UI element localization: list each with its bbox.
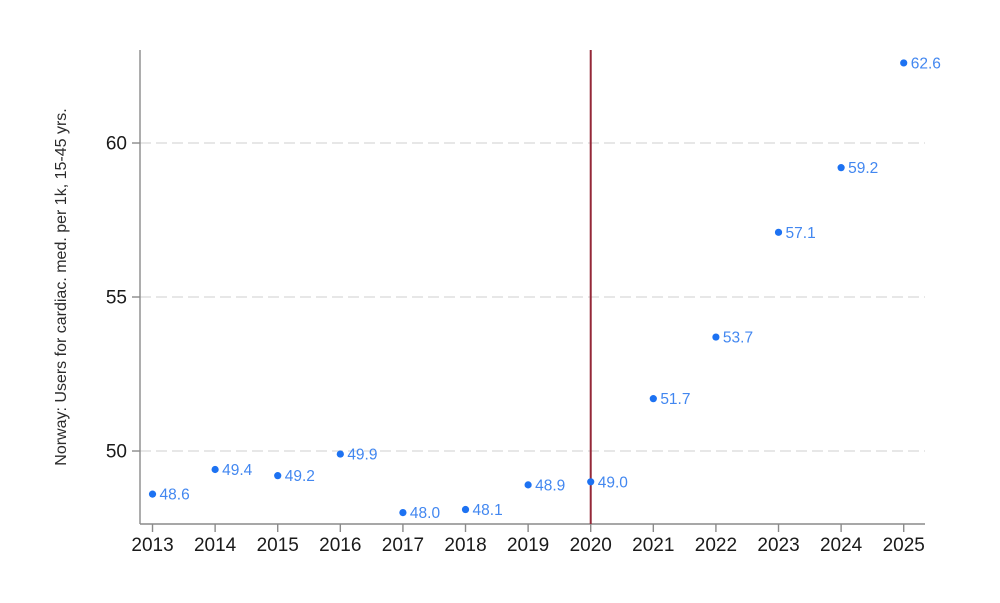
x-tick-label: 2023 [757, 535, 799, 556]
y-tick-label: 50 [106, 442, 127, 463]
x-tick-label: 2017 [382, 535, 424, 556]
data-point-label: 49.9 [347, 447, 377, 464]
data-point [399, 509, 407, 517]
data-point-label: 48.6 [160, 487, 190, 504]
data-point [524, 481, 532, 489]
data-point-label: 53.7 [723, 330, 753, 347]
x-tick-label: 2014 [194, 535, 237, 556]
data-point [837, 164, 845, 172]
data-points [148, 59, 908, 517]
x-tick-label: 2024 [820, 535, 863, 556]
data-point [148, 490, 157, 498]
data-point [900, 59, 908, 67]
data-point-labels: 48.6 49.4 49.2 49.9 48.0 48.1 48.9 49.0 51.7 53.7… [160, 55, 941, 522]
data-point-label: 49.0 [598, 474, 629, 491]
x-tick-label: 2013 [131, 535, 173, 556]
axes: 50 55 60 2013 2014 2015 2016 2017 2018 2019 2020 20… [106, 50, 925, 556]
data-point [274, 472, 282, 480]
data-point [774, 228, 783, 236]
data-point-label: 49.2 [285, 468, 315, 485]
x-tick-label: 2015 [257, 535, 299, 556]
data-point-label: 59.2 [848, 160, 878, 177]
y-tick-label: 60 [106, 134, 127, 155]
x-tick-label: 2022 [695, 535, 737, 556]
data-point-label: 48.1 [473, 502, 503, 519]
data-point-label: 62.6 [911, 55, 941, 72]
data-point [649, 395, 657, 403]
data-point-label: 57.1 [786, 225, 816, 242]
data-point [336, 450, 344, 458]
data-point-label: 49.4 [222, 462, 253, 479]
data-point-label: 48.9 [535, 477, 565, 494]
x-tick-label: 2019 [507, 535, 549, 556]
data-point [211, 465, 219, 474]
x-tick-label: 2020 [570, 535, 612, 556]
gridlines [140, 142, 925, 453]
data-point-label: 51.7 [660, 391, 690, 408]
data-point-label: 48.0 [410, 505, 441, 522]
x-tick-label: 2025 [883, 535, 925, 556]
data-point [461, 505, 470, 514]
data-point [587, 478, 595, 486]
y-tick-label: 55 [106, 288, 127, 309]
x-tick-label: 2018 [444, 535, 486, 556]
x-tick-label: 2021 [632, 535, 674, 556]
x-tick-label: 2016 [319, 535, 361, 556]
y-axis-title: Norway: Users for cardiac. med. per 1k, … [53, 108, 70, 465]
data-point [712, 333, 720, 341]
